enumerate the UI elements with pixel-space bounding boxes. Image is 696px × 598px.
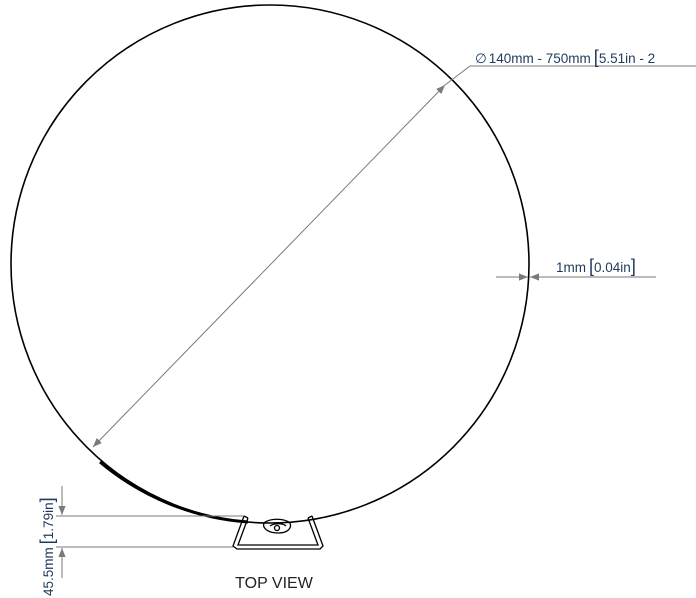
diameter-bracket-open: [ [594, 47, 599, 67]
diameter-leader-line [444, 65, 471, 86]
base-height-imperial: 1.79in [41, 502, 56, 539]
base-height-bracket-open: [ [37, 539, 57, 544]
base-height-metric: 45.5mm [41, 547, 56, 596]
wall-thickness-label: 1mm [0.04in] [556, 256, 636, 276]
base-height-label: 45.5mm [1.79in] [37, 497, 57, 596]
view-label: TOP VIEW [235, 575, 314, 592]
wall-bracket-close: ] [631, 256, 636, 276]
diameter-symbol: ∅ [475, 51, 487, 66]
wall-bracket-open: [ [589, 256, 594, 276]
diameter-imperial: 5.51in - 2 [599, 51, 655, 66]
diameter-label: ∅ 140mm - 750mm [5.51in - 2 [475, 47, 655, 67]
diameter-dimension-line [92, 84, 446, 448]
wall-thick-arc [99, 460, 249, 524]
base-height-bracket-close: ] [37, 497, 57, 502]
wall-thickness-metric: 1mm [556, 260, 586, 275]
base-stand [232, 515, 324, 550]
diameter-metric: 140mm - 750mm [489, 51, 591, 66]
outer-circle [10, 4, 530, 524]
wall-thickness-imperial: 0.04in [594, 260, 631, 275]
